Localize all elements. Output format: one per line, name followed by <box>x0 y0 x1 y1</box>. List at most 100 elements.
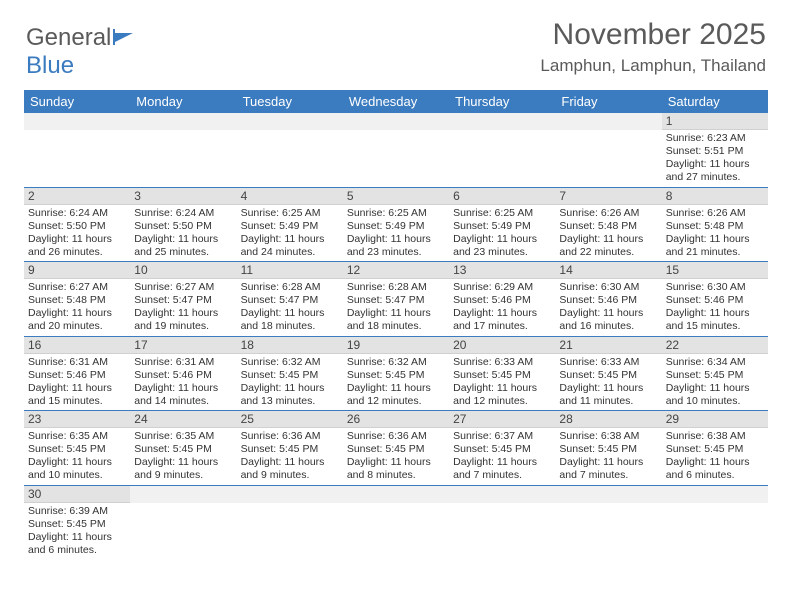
day-body: Sunrise: 6:30 AMSunset: 5:46 PMDaylight:… <box>662 279 768 336</box>
empty-day-header <box>449 113 555 130</box>
calendar-cell: 19Sunrise: 6:32 AMSunset: 5:45 PMDayligh… <box>343 336 449 411</box>
weekday-header: Wednesday <box>343 90 449 113</box>
empty-day-header <box>130 486 236 503</box>
calendar-cell: 11Sunrise: 6:28 AMSunset: 5:47 PMDayligh… <box>237 262 343 337</box>
day-body: Sunrise: 6:28 AMSunset: 5:47 PMDaylight:… <box>237 279 343 336</box>
calendar-cell <box>555 113 661 187</box>
day-number: 30 <box>24 486 130 503</box>
day-body: Sunrise: 6:30 AMSunset: 5:46 PMDaylight:… <box>555 279 661 336</box>
calendar-cell: 1Sunrise: 6:23 AMSunset: 5:51 PMDaylight… <box>662 113 768 187</box>
calendar-cell: 14Sunrise: 6:30 AMSunset: 5:46 PMDayligh… <box>555 262 661 337</box>
calendar-cell: 18Sunrise: 6:32 AMSunset: 5:45 PMDayligh… <box>237 336 343 411</box>
day-number: 29 <box>662 411 768 428</box>
calendar-cell: 30Sunrise: 6:39 AMSunset: 5:45 PMDayligh… <box>24 485 130 559</box>
day-body: Sunrise: 6:35 AMSunset: 5:45 PMDaylight:… <box>24 428 130 485</box>
day-body: Sunrise: 6:35 AMSunset: 5:45 PMDaylight:… <box>130 428 236 485</box>
calendar-cell: 12Sunrise: 6:28 AMSunset: 5:47 PMDayligh… <box>343 262 449 337</box>
calendar-row: 1Sunrise: 6:23 AMSunset: 5:51 PMDaylight… <box>24 113 768 187</box>
day-number: 5 <box>343 188 449 205</box>
calendar-cell: 20Sunrise: 6:33 AMSunset: 5:45 PMDayligh… <box>449 336 555 411</box>
calendar-row: 16Sunrise: 6:31 AMSunset: 5:46 PMDayligh… <box>24 336 768 411</box>
calendar-cell: 27Sunrise: 6:37 AMSunset: 5:45 PMDayligh… <box>449 411 555 486</box>
calendar-cell <box>343 485 449 559</box>
day-number: 17 <box>130 337 236 354</box>
day-body: Sunrise: 6:26 AMSunset: 5:48 PMDaylight:… <box>662 205 768 262</box>
day-body: Sunrise: 6:31 AMSunset: 5:46 PMDaylight:… <box>24 354 130 411</box>
day-body: Sunrise: 6:24 AMSunset: 5:50 PMDaylight:… <box>24 205 130 262</box>
day-body: Sunrise: 6:25 AMSunset: 5:49 PMDaylight:… <box>237 205 343 262</box>
calendar-cell: 6Sunrise: 6:25 AMSunset: 5:49 PMDaylight… <box>449 187 555 262</box>
day-body: Sunrise: 6:36 AMSunset: 5:45 PMDaylight:… <box>343 428 449 485</box>
day-number: 1 <box>662 113 768 130</box>
day-number: 24 <box>130 411 236 428</box>
calendar-cell: 16Sunrise: 6:31 AMSunset: 5:46 PMDayligh… <box>24 336 130 411</box>
day-number: 4 <box>237 188 343 205</box>
logo-flag-icon <box>113 29 135 45</box>
day-number: 12 <box>343 262 449 279</box>
location: Lamphun, Lamphun, Thailand <box>540 56 766 76</box>
calendar-cell: 26Sunrise: 6:36 AMSunset: 5:45 PMDayligh… <box>343 411 449 486</box>
calendar-cell: 22Sunrise: 6:34 AMSunset: 5:45 PMDayligh… <box>662 336 768 411</box>
empty-day-header <box>555 113 661 130</box>
calendar-cell: 5Sunrise: 6:25 AMSunset: 5:49 PMDaylight… <box>343 187 449 262</box>
calendar-row: 9Sunrise: 6:27 AMSunset: 5:48 PMDaylight… <box>24 262 768 337</box>
logo-text-2: Blue <box>26 52 74 80</box>
calendar-cell: 17Sunrise: 6:31 AMSunset: 5:46 PMDayligh… <box>130 336 236 411</box>
calendar-cell: 28Sunrise: 6:38 AMSunset: 5:45 PMDayligh… <box>555 411 661 486</box>
calendar-cell: 29Sunrise: 6:38 AMSunset: 5:45 PMDayligh… <box>662 411 768 486</box>
day-number: 9 <box>24 262 130 279</box>
calendar-cell <box>449 485 555 559</box>
day-number: 25 <box>237 411 343 428</box>
day-number: 13 <box>449 262 555 279</box>
day-body: Sunrise: 6:25 AMSunset: 5:49 PMDaylight:… <box>343 205 449 262</box>
day-number: 14 <box>555 262 661 279</box>
day-body: Sunrise: 6:29 AMSunset: 5:46 PMDaylight:… <box>449 279 555 336</box>
header: General November 2025 Lamphun, Lamphun, … <box>0 0 792 84</box>
calendar-row: 23Sunrise: 6:35 AMSunset: 5:45 PMDayligh… <box>24 411 768 486</box>
day-number: 18 <box>237 337 343 354</box>
calendar-cell: 7Sunrise: 6:26 AMSunset: 5:48 PMDaylight… <box>555 187 661 262</box>
day-number: 7 <box>555 188 661 205</box>
day-body: Sunrise: 6:32 AMSunset: 5:45 PMDaylight:… <box>237 354 343 411</box>
empty-day-header <box>237 113 343 130</box>
day-body: Sunrise: 6:36 AMSunset: 5:45 PMDaylight:… <box>237 428 343 485</box>
calendar-row: 30Sunrise: 6:39 AMSunset: 5:45 PMDayligh… <box>24 485 768 559</box>
calendar-cell: 21Sunrise: 6:33 AMSunset: 5:45 PMDayligh… <box>555 336 661 411</box>
day-number: 23 <box>24 411 130 428</box>
day-body: Sunrise: 6:32 AMSunset: 5:45 PMDaylight:… <box>343 354 449 411</box>
weekday-header: Friday <box>555 90 661 113</box>
empty-day-header <box>130 113 236 130</box>
empty-day-header <box>555 486 661 503</box>
calendar-cell: 24Sunrise: 6:35 AMSunset: 5:45 PMDayligh… <box>130 411 236 486</box>
calendar-cell <box>555 485 661 559</box>
calendar-cell: 3Sunrise: 6:24 AMSunset: 5:50 PMDaylight… <box>130 187 236 262</box>
calendar-body: 1Sunrise: 6:23 AMSunset: 5:51 PMDaylight… <box>24 113 768 559</box>
logo-line2: Blue <box>26 46 74 80</box>
empty-day-header <box>343 486 449 503</box>
day-body: Sunrise: 6:34 AMSunset: 5:45 PMDaylight:… <box>662 354 768 411</box>
month-title: November 2025 <box>540 18 766 52</box>
calendar-table: SundayMondayTuesdayWednesdayThursdayFrid… <box>24 90 768 559</box>
calendar-head: SundayMondayTuesdayWednesdayThursdayFrid… <box>24 90 768 113</box>
day-number: 6 <box>449 188 555 205</box>
day-body: Sunrise: 6:33 AMSunset: 5:45 PMDaylight:… <box>449 354 555 411</box>
day-number: 22 <box>662 337 768 354</box>
day-number: 8 <box>662 188 768 205</box>
calendar-cell: 10Sunrise: 6:27 AMSunset: 5:47 PMDayligh… <box>130 262 236 337</box>
day-body: Sunrise: 6:27 AMSunset: 5:47 PMDaylight:… <box>130 279 236 336</box>
day-body: Sunrise: 6:26 AMSunset: 5:48 PMDaylight:… <box>555 205 661 262</box>
weekday-row: SundayMondayTuesdayWednesdayThursdayFrid… <box>24 90 768 113</box>
empty-day-header <box>343 113 449 130</box>
day-number: 2 <box>24 188 130 205</box>
weekday-header: Monday <box>130 90 236 113</box>
calendar-cell <box>662 485 768 559</box>
title-block: November 2025 Lamphun, Lamphun, Thailand <box>540 18 766 76</box>
day-body: Sunrise: 6:27 AMSunset: 5:48 PMDaylight:… <box>24 279 130 336</box>
calendar-cell <box>237 113 343 187</box>
day-body: Sunrise: 6:33 AMSunset: 5:45 PMDaylight:… <box>555 354 661 411</box>
day-body: Sunrise: 6:39 AMSunset: 5:45 PMDaylight:… <box>24 503 130 560</box>
calendar-cell <box>237 485 343 559</box>
day-body: Sunrise: 6:28 AMSunset: 5:47 PMDaylight:… <box>343 279 449 336</box>
weekday-header: Thursday <box>449 90 555 113</box>
day-body: Sunrise: 6:25 AMSunset: 5:49 PMDaylight:… <box>449 205 555 262</box>
